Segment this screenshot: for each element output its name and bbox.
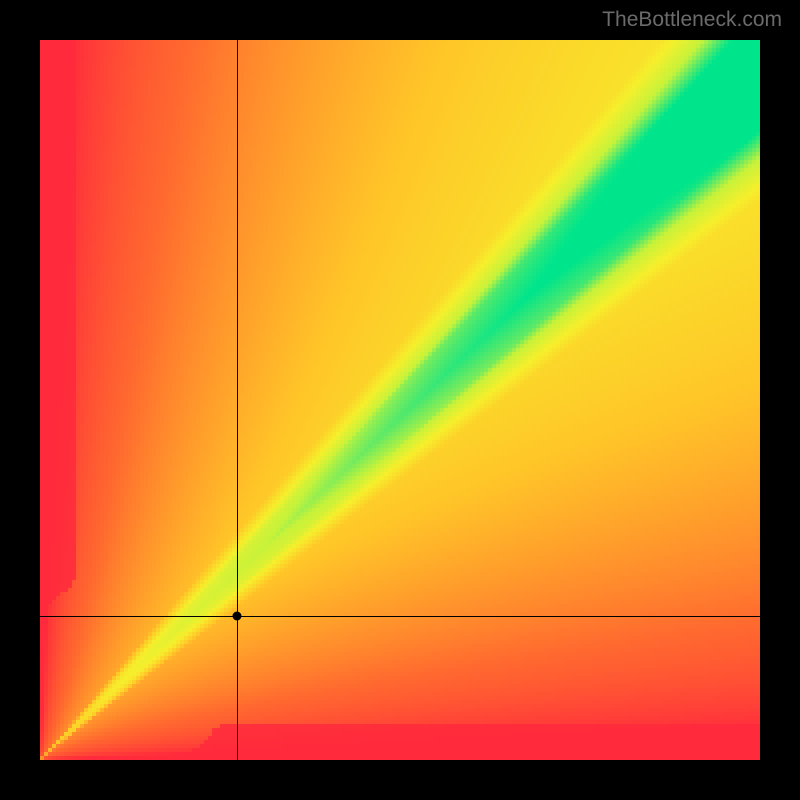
crosshair-vertical (237, 40, 238, 760)
heatmap-canvas (40, 40, 760, 760)
crosshair-marker (232, 612, 241, 621)
watermark: TheBottleneck.com (602, 8, 782, 32)
bottleneck-heatmap (40, 40, 760, 760)
crosshair-horizontal (40, 616, 760, 617)
